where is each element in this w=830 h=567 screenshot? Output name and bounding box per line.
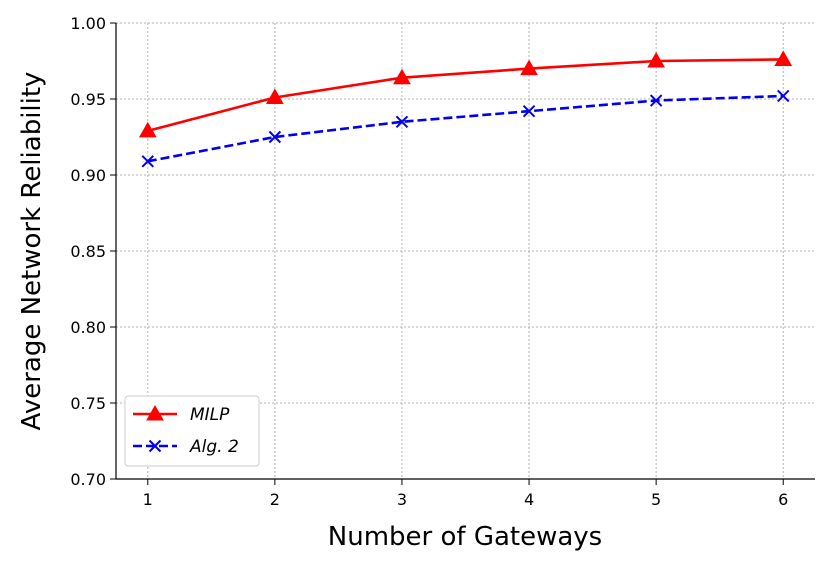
- series-line-1: [147, 94, 784, 163]
- data-point: [266, 88, 284, 104]
- x-tick-label: 4: [524, 490, 534, 509]
- data-point: [774, 50, 793, 66]
- y-tick-label: 1.00: [70, 14, 106, 33]
- data-point: [647, 51, 665, 68]
- legend-marker: [146, 404, 164, 421]
- x-tick-label: 6: [778, 490, 788, 509]
- y-tick-label: 0.95: [70, 90, 106, 109]
- data-point: [649, 94, 663, 107]
- data-point: [520, 59, 538, 76]
- series-layer: [138, 50, 793, 168]
- x-tick-label: 3: [397, 490, 407, 509]
- data-point: [268, 130, 282, 144]
- legend-label: MILP: [190, 405, 230, 425]
- legend: MILP Alg. 2: [124, 395, 260, 467]
- x-tick-label: 5: [651, 490, 661, 509]
- x-tick-label: 1: [143, 490, 153, 509]
- ticks: 1 2 3 4 5 6 0.70 0.75 0.80 0.85 0.90 0.95 1.00: [70, 14, 788, 509]
- series-line-0: [147, 58, 784, 133]
- y-tick-label: 0.90: [70, 166, 106, 185]
- x-axis-label: Number of Gateways: [328, 522, 602, 552]
- data-point: [522, 104, 536, 118]
- series-0: [138, 50, 793, 138]
- data-point: [138, 121, 157, 138]
- data-point: [393, 68, 411, 85]
- y-tick-label: 0.80: [70, 318, 106, 337]
- y-tick-label: 0.70: [70, 470, 106, 489]
- y-tick-label: 0.75: [70, 394, 106, 413]
- y-tick-label: 0.85: [70, 242, 106, 261]
- data-point: [777, 89, 790, 103]
- y-axis-label: Average Network Reliability: [17, 72, 47, 431]
- legend-label: Alg. 2: [189, 437, 239, 457]
- data-point: [141, 155, 154, 168]
- legend-marker: [148, 439, 162, 453]
- x-tick-label: 2: [270, 490, 280, 509]
- series-1: [141, 89, 790, 168]
- data-point: [395, 115, 409, 129]
